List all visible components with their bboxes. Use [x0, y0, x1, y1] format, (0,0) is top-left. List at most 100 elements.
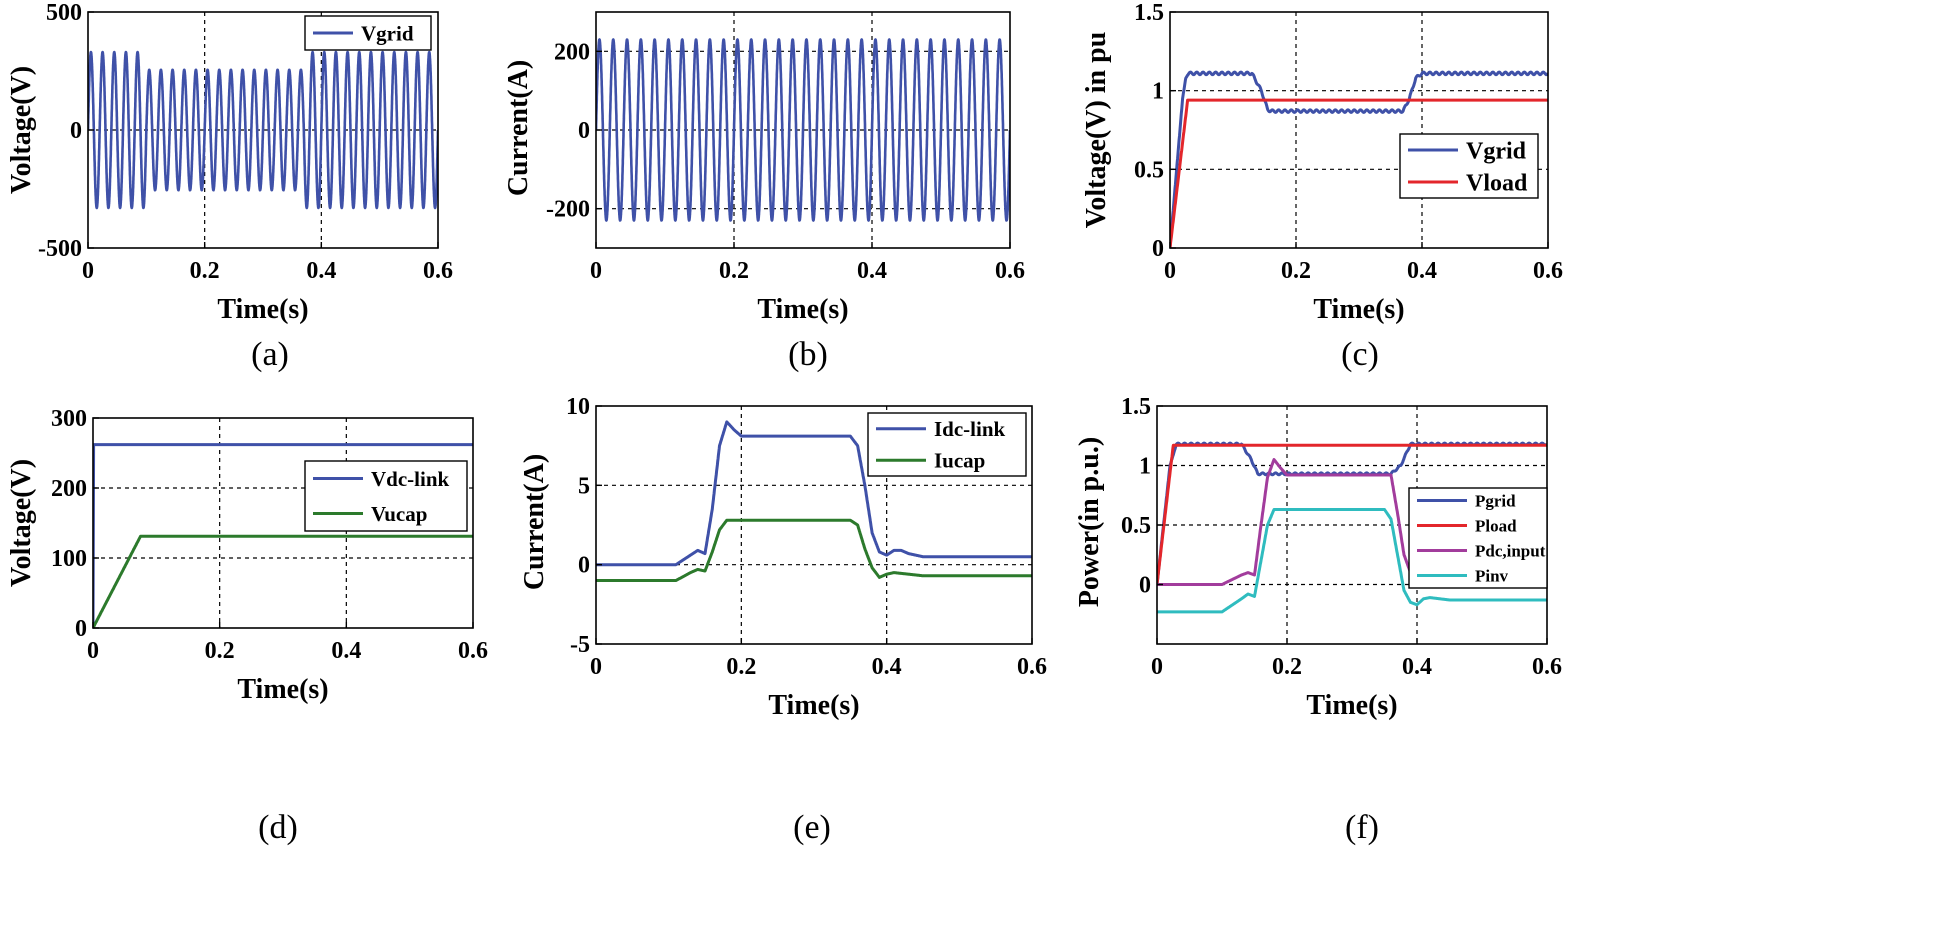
- y-tick-label: 5: [578, 473, 590, 499]
- legend-label: Vucap: [371, 502, 427, 526]
- chart-b: 0 0.2 0.4 0.6 -200 0 200 Time(s) Current(A) (b): [503, 11, 1025, 373]
- x-axis-label: Time(s): [1306, 690, 1397, 721]
- chart-e: 0 0.2 0.4 0.6-50510Time(s)Current(A)(e)Idc-…: [519, 394, 1047, 846]
- series-group: [93, 443, 473, 628]
- chart-c: 0 0.2 0.4 0.6 0 0.5 1 1.5 Time(s) Voltage(V) in p…: [1081, 0, 1563, 373]
- y-tick-label: 0: [75, 616, 87, 642]
- y-axis-label: Voltage(V): [6, 66, 37, 194]
- x-tick-label: 0.6: [458, 638, 488, 664]
- axes-frame: [1169, 11, 1549, 249]
- y-tick-label: 1.5: [1134, 0, 1164, 26]
- series-vgrid: [1170, 70, 1548, 248]
- y-tick-label: 500: [46, 0, 82, 26]
- y-tick-label: 0: [1152, 236, 1164, 262]
- x-axis-label: Time(s): [237, 674, 328, 705]
- y-tick-label: 0: [578, 118, 590, 144]
- legend-box: [867, 412, 1027, 477]
- legend-label: Pgrid: [1475, 491, 1516, 510]
- y-tick-label: -200: [546, 197, 590, 223]
- y-tick-label: 0.5: [1134, 157, 1164, 183]
- y-tick-label: 0: [70, 118, 82, 144]
- y-tick-label: 0.5: [1121, 513, 1151, 539]
- series-vucap: [93, 534, 473, 628]
- y-axis-label: Current(A): [519, 454, 550, 590]
- x-tick-label: 0.2: [205, 638, 235, 664]
- legend-label: Iucap: [934, 449, 985, 473]
- subfigure-caption: (e): [793, 809, 831, 846]
- legend-label: Vdc-link: [371, 467, 450, 491]
- series-vload: [1170, 98, 1548, 248]
- x-tick-label: 0: [87, 638, 99, 664]
- subfigure-caption: (c): [1341, 336, 1379, 373]
- series-pload: [1157, 443, 1547, 585]
- legend: Vgrid Vload: [1399, 133, 1539, 199]
- y-tick-label: 1.5: [1121, 394, 1151, 420]
- legend: Idc-link Iucap: [867, 412, 1027, 477]
- x-tick-label: 0.6: [995, 258, 1025, 284]
- x-tick-label: 0.6: [1533, 258, 1563, 284]
- x-tick-label: 0: [1164, 258, 1176, 284]
- x-axis-label: Time(s): [768, 690, 859, 721]
- legend: Vdc-link Vucap: [304, 460, 468, 532]
- series-group: [596, 420, 1032, 582]
- chart-f: 0 0.2 0.4 0.6 0 0.5 1 1.5 Time(s) Power(in p.u.) (…: [1074, 394, 1562, 846]
- legend-label: Vgrid: [361, 21, 414, 45]
- x-tick-label: 0.6: [423, 258, 453, 284]
- x-tick-label: 0.4: [331, 638, 361, 664]
- x-tick-label: 0: [590, 258, 602, 284]
- x-tick-label: 0.6: [1017, 654, 1047, 680]
- x-axis-label: Time(s): [757, 294, 848, 325]
- legend-label: Pinv: [1475, 566, 1509, 585]
- legend-box: [1408, 487, 1548, 589]
- y-tick-label: 200: [554, 39, 590, 65]
- x-tick-label: 0.2: [719, 258, 749, 284]
- series-pinv: [1157, 508, 1547, 614]
- y-tick-label: -500: [38, 236, 82, 262]
- y-tick-label: -5: [570, 632, 590, 658]
- legend-label: Idc-link: [934, 417, 1006, 441]
- x-tick-label: 0.4: [1407, 258, 1437, 284]
- legend-label: Vload: [1466, 170, 1528, 196]
- y-tick-label: 100: [51, 546, 87, 572]
- chart-a: 0 0.2 0.4 0.6-5000500Time(s)Voltage(V)(a)Vg…: [6, 0, 453, 373]
- series-group: [1170, 70, 1548, 248]
- x-tick-label: 0.4: [857, 258, 887, 284]
- y-tick-label: 300: [51, 406, 87, 432]
- x-tick-label: 0: [82, 258, 94, 284]
- legend-box: [304, 460, 468, 532]
- x-tick-label: 0.2: [726, 654, 756, 680]
- x-tick-label: 0.2: [190, 258, 220, 284]
- series-group: [88, 50, 438, 210]
- x-axis-label: Time(s): [1313, 294, 1404, 325]
- subfigure-caption: (a): [251, 336, 289, 373]
- y-tick-label: 200: [51, 476, 87, 502]
- axes-frame: [92, 417, 474, 629]
- x-tick-label: 0.2: [1281, 258, 1311, 284]
- x-tick-label: 0.4: [1402, 654, 1432, 680]
- x-tick-label: 0.4: [872, 654, 902, 680]
- legend-label: Pdc,input: [1475, 541, 1546, 560]
- subfigure-caption: (f): [1345, 809, 1379, 846]
- series-group: [596, 38, 1010, 222]
- chart-d: 0 0.2 0.4 0.6 0 100 200 300 Time(s) Voltage(V) (d)…: [6, 406, 488, 846]
- series-iucap: [596, 518, 1032, 582]
- y-tick-label: 10: [566, 394, 590, 420]
- y-axis-label: Current(A): [503, 60, 534, 196]
- subfigure-caption: (d): [258, 809, 298, 846]
- y-axis-label: Voltage(V) in pu: [1081, 32, 1112, 229]
- y-tick-label: 1: [1152, 79, 1164, 105]
- legend: Pgrid Pload Pdc,input Pinv: [1408, 487, 1548, 589]
- legend-box: [1399, 133, 1539, 199]
- legend-label: Vgrid: [1466, 138, 1527, 164]
- legend-label: Pload: [1475, 516, 1517, 535]
- series-vgrid: [88, 50, 438, 210]
- axes-frame: [595, 405, 1033, 645]
- series-vdc-link: [93, 443, 473, 628]
- y-tick-label: 1: [1139, 454, 1151, 480]
- y-axis-label: Voltage(V): [6, 459, 37, 587]
- y-axis-label: Power(in p.u.): [1074, 437, 1105, 607]
- x-tick-label: 0.2: [1272, 654, 1302, 680]
- subfigure-caption: (b): [788, 336, 828, 373]
- x-tick-label: 0.6: [1532, 654, 1562, 680]
